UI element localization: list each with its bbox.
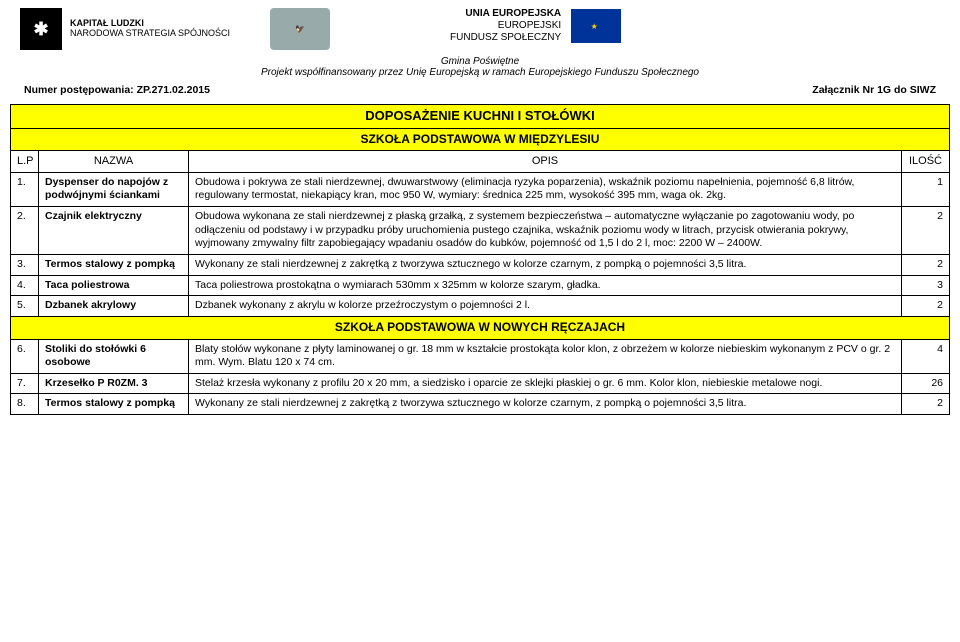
meta-row: Numer postępowania: ZP.271.02.2015 Załąc… — [0, 78, 960, 104]
equipment-table: DOPOSAŻENIE KUCHNI I STOŁÓWKI SZKOŁA POD… — [10, 104, 950, 415]
row-name: Termos stalowy z pompką — [39, 394, 189, 415]
row-name: Dzbanek akrylowy — [39, 296, 189, 317]
table-row: 2. Czajnik elektryczny Obudowa wykonana … — [11, 207, 950, 255]
eu-sub1: EUROPEJSKI — [450, 20, 561, 32]
row-num: 4. — [11, 275, 39, 296]
table-title-row: DOPOSAŻENIE KUCHNI I STOŁÓWKI — [11, 105, 950, 129]
col-ilosc: ILOŚĆ — [902, 151, 950, 172]
row-desc: Stelaż krzesła wykonany z profilu 20 x 2… — [189, 373, 902, 394]
table-subtitle: SZKOŁA PODSTAWOWA W MIĘDZYLESIU — [11, 128, 950, 151]
row-num: 3. — [11, 254, 39, 275]
logo-eu: UNIA EUROPEJSKA EUROPEJSKI FUNDUSZ SPOŁE… — [450, 8, 621, 44]
table-row: 8. Termos stalowy z pompką Wykonany ze s… — [11, 394, 950, 415]
kl-star-icon: ✱ — [20, 8, 62, 50]
row-qty: 4 — [902, 339, 950, 373]
col-lp: L.P — [11, 151, 39, 172]
table-row: 5. Dzbanek akrylowy Dzbanek wykonany z a… — [11, 296, 950, 317]
row-qty: 26 — [902, 373, 950, 394]
col-opis: OPIS — [189, 151, 902, 172]
case-number: Numer postępowania: ZP.271.02.2015 — [24, 84, 210, 96]
row-num: 6. — [11, 339, 39, 373]
row-name: Krzesełko P R0ZM. 3 — [39, 373, 189, 394]
project-line: Projekt współfinansowany przez Unię Euro… — [261, 67, 699, 78]
row-qty: 2 — [902, 394, 950, 415]
row-desc: Wykonany ze stali nierdzewnej z zakrętką… — [189, 254, 902, 275]
table-subtitle-row: SZKOŁA PODSTAWOWA W MIĘDZYLESIU — [11, 128, 950, 151]
row-name: Stoliki do stołówki 6 osobowe — [39, 339, 189, 373]
row-qty: 2 — [902, 296, 950, 317]
row-qty: 1 — [902, 172, 950, 206]
table-row: 4. Taca poliestrowa Taca poliestrowa pro… — [11, 275, 950, 296]
row-desc: Blaty stołów wykonane z płyty laminowane… — [189, 339, 902, 373]
emblem-icon: 🦅 — [270, 8, 330, 50]
col-nazwa: NAZWA — [39, 151, 189, 172]
eu-sub2: FUNDUSZ SPOŁECZNY — [450, 32, 561, 44]
section-title: SZKOŁA PODSTAWOWA W NOWYCH RĘCZAJACH — [11, 316, 950, 339]
row-desc: Dzbanek wykonany z akrylu w kolorze prze… — [189, 296, 902, 317]
row-desc: Obudowa i pokrywa ze stali nierdzewnej, … — [189, 172, 902, 206]
row-qty: 2 — [902, 254, 950, 275]
row-desc: Taca poliestrowa prostokątna o wymiarach… — [189, 275, 902, 296]
row-num: 1. — [11, 172, 39, 206]
table-title: DOPOSAŻENIE KUCHNI I STOŁÓWKI — [11, 105, 950, 129]
table-row: 7. Krzesełko P R0ZM. 3 Stelaż krzesła wy… — [11, 373, 950, 394]
attachment-label: Załącznik Nr 1G do SIWZ — [812, 84, 936, 96]
logo-kapital-ludzki: ✱ KAPITAŁ LUDZKI NARODOWA STRATEGIA SPÓJ… — [20, 8, 230, 50]
row-num: 7. — [11, 373, 39, 394]
project-info: Gmina Poświętne Projekt współfinansowany… — [0, 54, 960, 78]
table-row: 1. Dyspenser do napojów z podwójnymi ści… — [11, 172, 950, 206]
eu-title: UNIA EUROPEJSKA — [450, 8, 561, 20]
row-desc: Obudowa wykonana ze stali nierdzewnej z … — [189, 207, 902, 255]
row-name: Czajnik elektryczny — [39, 207, 189, 255]
row-desc: Wykonany ze stali nierdzewnej z zakrętką… — [189, 394, 902, 415]
table-header-row: L.P NAZWA OPIS ILOŚĆ — [11, 151, 950, 172]
header-logos: ✱ KAPITAŁ LUDZKI NARODOWA STRATEGIA SPÓJ… — [0, 0, 960, 54]
gmina: Gmina Poświętne — [441, 56, 519, 67]
section-row: SZKOŁA PODSTAWOWA W NOWYCH RĘCZAJACH — [11, 316, 950, 339]
row-name: Taca poliestrowa — [39, 275, 189, 296]
table-row: 3. Termos stalowy z pompką Wykonany ze s… — [11, 254, 950, 275]
table-row: 6. Stoliki do stołówki 6 osobowe Blaty s… — [11, 339, 950, 373]
row-qty: 2 — [902, 207, 950, 255]
row-num: 8. — [11, 394, 39, 415]
row-qty: 3 — [902, 275, 950, 296]
row-name: Termos stalowy z pompką — [39, 254, 189, 275]
row-name: Dyspenser do napojów z podwójnymi ściank… — [39, 172, 189, 206]
row-num: 5. — [11, 296, 39, 317]
row-num: 2. — [11, 207, 39, 255]
kl-subtitle: NARODOWA STRATEGIA SPÓJNOŚCI — [70, 29, 230, 39]
eu-flag-icon — [571, 9, 621, 43]
